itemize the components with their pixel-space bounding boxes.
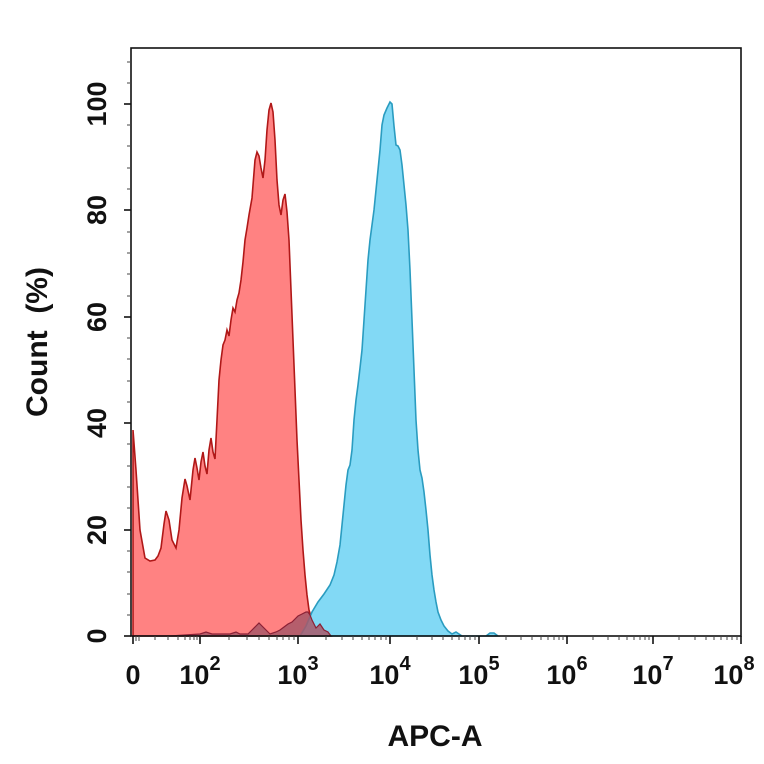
- x-tick-1e3: 103: [277, 653, 318, 690]
- plot-frame: [130, 47, 742, 637]
- x-axis-tick-labels: 0 102 103 104 105 106 107 108: [125, 653, 754, 690]
- y-axis-ticks: [124, 103, 131, 637]
- y-axis-title: Count (%): [21, 267, 54, 417]
- y-tick-0: 0: [82, 628, 112, 643]
- x-tick-1e6: 106: [546, 653, 587, 690]
- x-tick-0: 0: [125, 660, 140, 690]
- y-axis-tick-labels: 0 20 40 60 80 100: [82, 81, 112, 643]
- y-tick-40: 40: [82, 408, 112, 438]
- x-tick-1e5: 105: [458, 653, 499, 690]
- y-tick-60: 60: [82, 302, 112, 332]
- x-axis-ticks: [132, 636, 742, 644]
- y-tick-80: 80: [82, 195, 112, 225]
- x-tick-1e8: 108: [713, 653, 754, 690]
- y-tick-20: 20: [82, 515, 112, 545]
- stained-histogram-area: [298, 100, 501, 637]
- x-tick-1e7: 107: [632, 653, 673, 690]
- y-tick-100: 100: [82, 81, 112, 126]
- overlap-region: [133, 611, 333, 637]
- x-axis-minor-ticks: [135, 636, 738, 641]
- x-tick-1e2: 102: [179, 653, 220, 690]
- x-tick-1e4: 104: [369, 653, 411, 690]
- y-axis-minor-ticks: [127, 61, 131, 616]
- x-axis-title: APC-A: [388, 720, 483, 753]
- control-histogram-area: [132, 102, 333, 637]
